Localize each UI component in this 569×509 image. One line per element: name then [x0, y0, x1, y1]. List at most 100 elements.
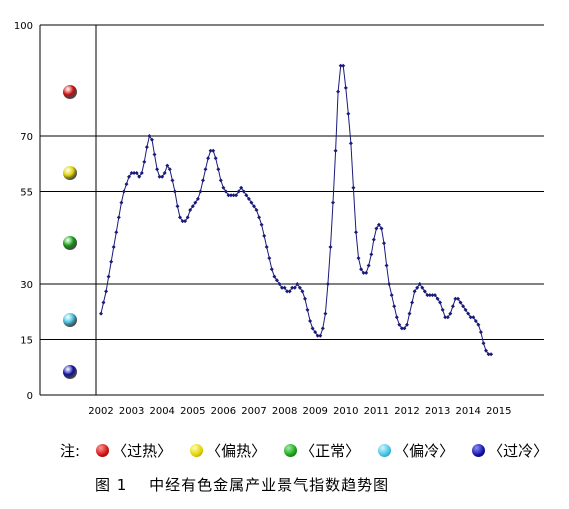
- point-35: [188, 208, 193, 212]
- point-88: [323, 311, 328, 316]
- legend-label-overheat: 〈过热〉: [112, 441, 173, 460]
- legend-label-cold: 〈过冷〉: [488, 441, 549, 460]
- point-104: [364, 270, 369, 275]
- point-122: [410, 300, 415, 305]
- point-128: [425, 293, 430, 298]
- point-61: [254, 208, 259, 212]
- point-101: [356, 256, 361, 261]
- point-55: [239, 185, 244, 190]
- y-tick-labels: 0 15 30 55 70 100: [14, 21, 33, 402]
- point-85: [315, 333, 320, 338]
- point-71: [280, 285, 284, 290]
- point-102: [359, 267, 364, 272]
- point-41: [203, 167, 208, 172]
- legend-item-cold: 〈过冷〉: [472, 440, 548, 461]
- band-dot-2: [63, 236, 77, 250]
- point-140: [456, 296, 460, 301]
- point-20: [150, 137, 154, 142]
- point-146: [471, 315, 476, 320]
- point-25: [162, 171, 167, 175]
- point-5: [111, 245, 116, 249]
- point-39: [198, 189, 203, 194]
- point-124: [415, 285, 420, 290]
- green-dot-icon: [284, 443, 298, 457]
- point-26: [165, 163, 170, 168]
- point-15: [137, 174, 142, 179]
- point-121: [407, 311, 412, 316]
- legend-item-overheat: 〈过热〉: [96, 440, 172, 461]
- point-38: [195, 196, 200, 201]
- x-tick-2008: 2008: [272, 406, 297, 417]
- legend: 注: 〈过热〉 〈偏热〉 〈正常〉 〈偏冷〉 〈过冷〉: [60, 438, 566, 462]
- point-70: [277, 282, 282, 286]
- point-103: [361, 270, 366, 275]
- point-8: [119, 200, 124, 205]
- figure-caption: 图 1 中经有色金属产业景气指数趋势图: [95, 476, 390, 494]
- point-108: [374, 226, 379, 231]
- point-69: [274, 278, 279, 283]
- point-22: [155, 167, 160, 172]
- point-47: [218, 178, 223, 183]
- point-86: [318, 333, 323, 338]
- legend-item-warm: 〈偏热〉: [190, 440, 266, 461]
- red-dot-icon: [96, 443, 110, 457]
- legend-label-normal: 〈正常〉: [300, 441, 361, 460]
- series-line-0: [100, 65, 492, 355]
- point-63: [259, 222, 264, 227]
- legend-item-cool: 〈偏冷〉: [378, 440, 454, 461]
- point-74: [287, 289, 292, 294]
- point-16: [139, 171, 144, 175]
- point-131: [433, 293, 437, 298]
- point-43: [208, 148, 213, 153]
- point-32: [180, 219, 185, 224]
- point-132: [435, 296, 440, 301]
- point-23: [157, 174, 162, 179]
- point-40: [201, 178, 205, 183]
- point-54: [236, 189, 241, 194]
- point-62: [257, 215, 262, 220]
- x-tick-2003: 2003: [119, 406, 144, 417]
- point-9: [121, 189, 126, 194]
- point-64: [262, 233, 267, 238]
- point-142: [461, 304, 466, 309]
- point-27: [167, 167, 172, 172]
- point-149: [478, 330, 483, 335]
- point-46: [216, 167, 221, 172]
- point-137: [448, 311, 453, 316]
- band-dot-1: [63, 166, 77, 180]
- x-tick-2015: 2015: [486, 406, 511, 417]
- point-3: [106, 274, 111, 279]
- point-60: [252, 204, 256, 209]
- point-73: [285, 289, 290, 294]
- point-95: [341, 63, 346, 68]
- point-114: [389, 293, 394, 298]
- point-67: [269, 267, 274, 272]
- point-50: [226, 193, 231, 198]
- point-150: [481, 341, 486, 346]
- point-24: [160, 174, 165, 179]
- point-66: [267, 256, 272, 261]
- point-84: [313, 330, 318, 335]
- point-31: [178, 215, 182, 220]
- y-tick-100: 100: [14, 21, 33, 32]
- point-96: [343, 85, 348, 90]
- point-109: [376, 222, 381, 227]
- point-105: [366, 263, 371, 268]
- point-83: [310, 326, 315, 331]
- point-57: [244, 193, 249, 198]
- lightblue-dot-icon: [378, 443, 392, 457]
- point-17: [142, 159, 147, 164]
- point-107: [371, 237, 376, 242]
- point-145: [468, 315, 473, 320]
- point-48: [221, 185, 226, 190]
- point-116: [394, 315, 399, 320]
- point-36: [190, 204, 195, 209]
- point-120: [405, 322, 409, 327]
- point-58: [246, 196, 251, 201]
- point-1: [101, 300, 106, 305]
- point-2: [104, 289, 109, 294]
- point-19: [147, 134, 152, 138]
- x-tick-2004: 2004: [149, 406, 174, 417]
- point-152: [486, 352, 491, 357]
